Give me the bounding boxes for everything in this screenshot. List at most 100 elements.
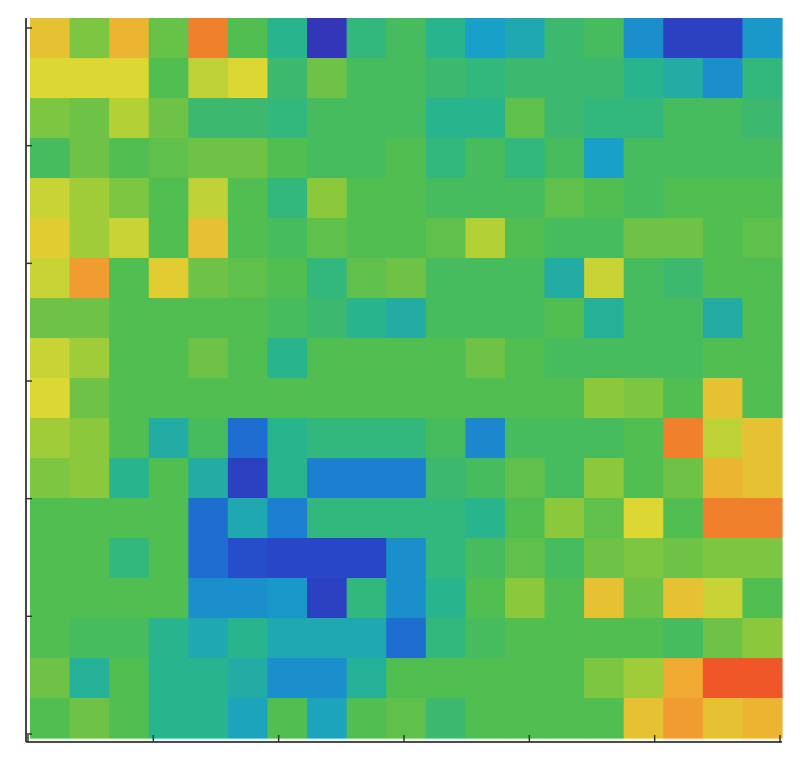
heatmap-cell-r9-c15 [623,378,664,419]
heatmap-cell-r7-c16 [663,298,704,339]
heatmap-cell-r7-c12 [504,298,546,339]
heatmap-cell-r3-c8 [346,138,387,179]
heatmap-cell-r13-c13 [544,538,585,579]
heatmap-cell-r12-c11 [465,498,506,539]
heatmap-cell-r6-c9 [386,258,427,299]
heatmap-cell-r12-c7 [307,498,348,539]
heatmap-cell-r1-c7 [307,58,348,99]
heatmap-cell-r14-c0 [30,578,71,619]
heatmap-cell-r12-c1 [69,498,110,539]
heatmap-cell-r0-c12 [504,18,546,59]
heatmap-cell-r17-c17 [702,698,744,739]
heatmap-cell-r1-c12 [504,58,546,99]
heatmap-cell-r4-c17 [702,178,744,219]
heatmap-cell-r7-c10 [425,298,466,339]
heatmap-cell-r9-c13 [544,378,585,419]
heatmap-cell-r9-c10 [425,378,466,419]
heatmap-cell-r5-c3 [148,218,189,259]
heatmap-cell-r12-c13 [544,498,585,539]
heatmap-cell-r11-c11 [465,458,506,499]
heatmap-cell-r7-c6 [267,298,308,339]
heatmap-cell-r15-c2 [109,618,150,659]
heatmap-cell-r1-c3 [148,58,189,99]
heatmap-cell-r14-c6 [267,578,308,619]
heatmap-cell-r14-c14 [584,578,625,619]
heatmap-cell-r6-c15 [623,258,664,299]
heatmap-cell-r15-c9 [386,618,427,659]
heatmap-cell-r14-c3 [148,578,189,619]
heatmap-cell-r2-c14 [584,98,625,139]
heatmap-cell-r14-c11 [465,578,506,619]
heatmap-cell-r3-c0 [30,138,71,179]
heatmap-cell-r0-c0 [30,18,71,59]
heatmap-cell-r17-c6 [267,698,308,739]
heatmap-cell-r5-c8 [346,218,387,259]
heatmap-cell-r1-c1 [69,58,110,99]
heatmap-cell-r14-c5 [227,578,269,619]
heatmap-cell-r15-c3 [148,618,189,659]
heatmap-cell-r3-c16 [663,138,704,179]
heatmap-cell-r5-c18 [742,218,783,259]
heatmap-cell-r2-c15 [623,98,664,139]
heatmap-cell-r10-c2 [109,418,150,459]
heatmap-cell-r13-c4 [188,538,229,579]
heatmap-cell-r3-c5 [227,138,269,179]
heatmap-cell-r8-c3 [148,338,189,379]
heatmap-cell-r7-c9 [386,298,427,339]
heatmap-cell-r11-c9 [386,458,427,499]
heatmap-cell-r9-c6 [267,378,308,419]
heatmap-cell-r0-c13 [544,18,585,59]
heatmap-cell-r8-c15 [623,338,664,379]
heatmap-cell-r9-c12 [504,378,546,419]
heatmap-cell-r6-c13 [544,258,585,299]
heatmap-cell-r11-c3 [148,458,189,499]
heatmap-cell-r14-c2 [109,578,150,619]
heatmap-cell-r2-c8 [346,98,387,139]
heatmap-cell-r16-c10 [425,658,466,699]
heatmap-cell-r11-c2 [109,458,150,499]
heatmap-cell-r7-c4 [188,298,229,339]
heatmap-cell-r10-c6 [267,418,308,459]
heatmap-cell-r7-c17 [702,298,744,339]
heatmap-cell-r9-c9 [386,378,427,419]
heatmap-cell-r4-c18 [742,178,783,219]
heatmap-cell-r16-c11 [465,658,506,699]
heatmap-cell-r13-c6 [267,538,308,579]
heatmap-cell-r6-c0 [30,258,71,299]
heatmap-cell-r9-c14 [584,378,625,419]
heatmap-cell-r14-c12 [504,578,546,619]
heatmap-cell-r10-c1 [69,418,110,459]
heatmap-cell-r15-c12 [504,618,546,659]
heatmap-cell-r3-c13 [544,138,585,179]
heatmap-cell-r11-c4 [188,458,229,499]
heatmap-cell-r8-c0 [30,338,71,379]
heatmap-cell-r14-c7 [307,578,348,619]
heatmap-cell-r13-c15 [623,538,664,579]
heatmap-cell-r13-c17 [702,538,744,579]
heatmap-cell-r15-c4 [188,618,229,659]
heatmap-cell-r2-c3 [148,98,189,139]
heatmap-cell-r0-c1 [69,18,110,59]
heatmap-cell-r6-c2 [109,258,150,299]
heatmap-cell-r5-c2 [109,218,150,259]
heatmap-cell-r1-c6 [267,58,308,99]
heatmap-cell-r7-c8 [346,298,387,339]
heatmap-cell-r16-c6 [267,658,308,699]
heatmap-cell-r0-c11 [465,18,506,59]
heatmap-cell-r0-c4 [188,18,229,59]
heatmap-cell-r13-c16 [663,538,704,579]
heatmap-cell-r8-c16 [663,338,704,379]
heatmap-cell-r15-c6 [267,618,308,659]
heatmap-cell-r17-c9 [386,698,427,739]
heatmap-cell-r13-c11 [465,538,506,579]
heatmap-cell-r14-c18 [742,578,783,619]
heatmap-cell-r15-c5 [227,618,269,659]
heatmap-cell-r9-c17 [702,378,744,419]
heatmap-cell-r1-c11 [465,58,506,99]
heatmap-cell-r8-c18 [742,338,783,379]
heatmap-cell-r11-c16 [663,458,704,499]
heatmap-cell-r4-c13 [544,178,585,219]
heatmap-cell-r11-c0 [30,458,71,499]
heatmap-cell-r4-c16 [663,178,704,219]
heatmap-cell-r5-c5 [227,218,269,259]
